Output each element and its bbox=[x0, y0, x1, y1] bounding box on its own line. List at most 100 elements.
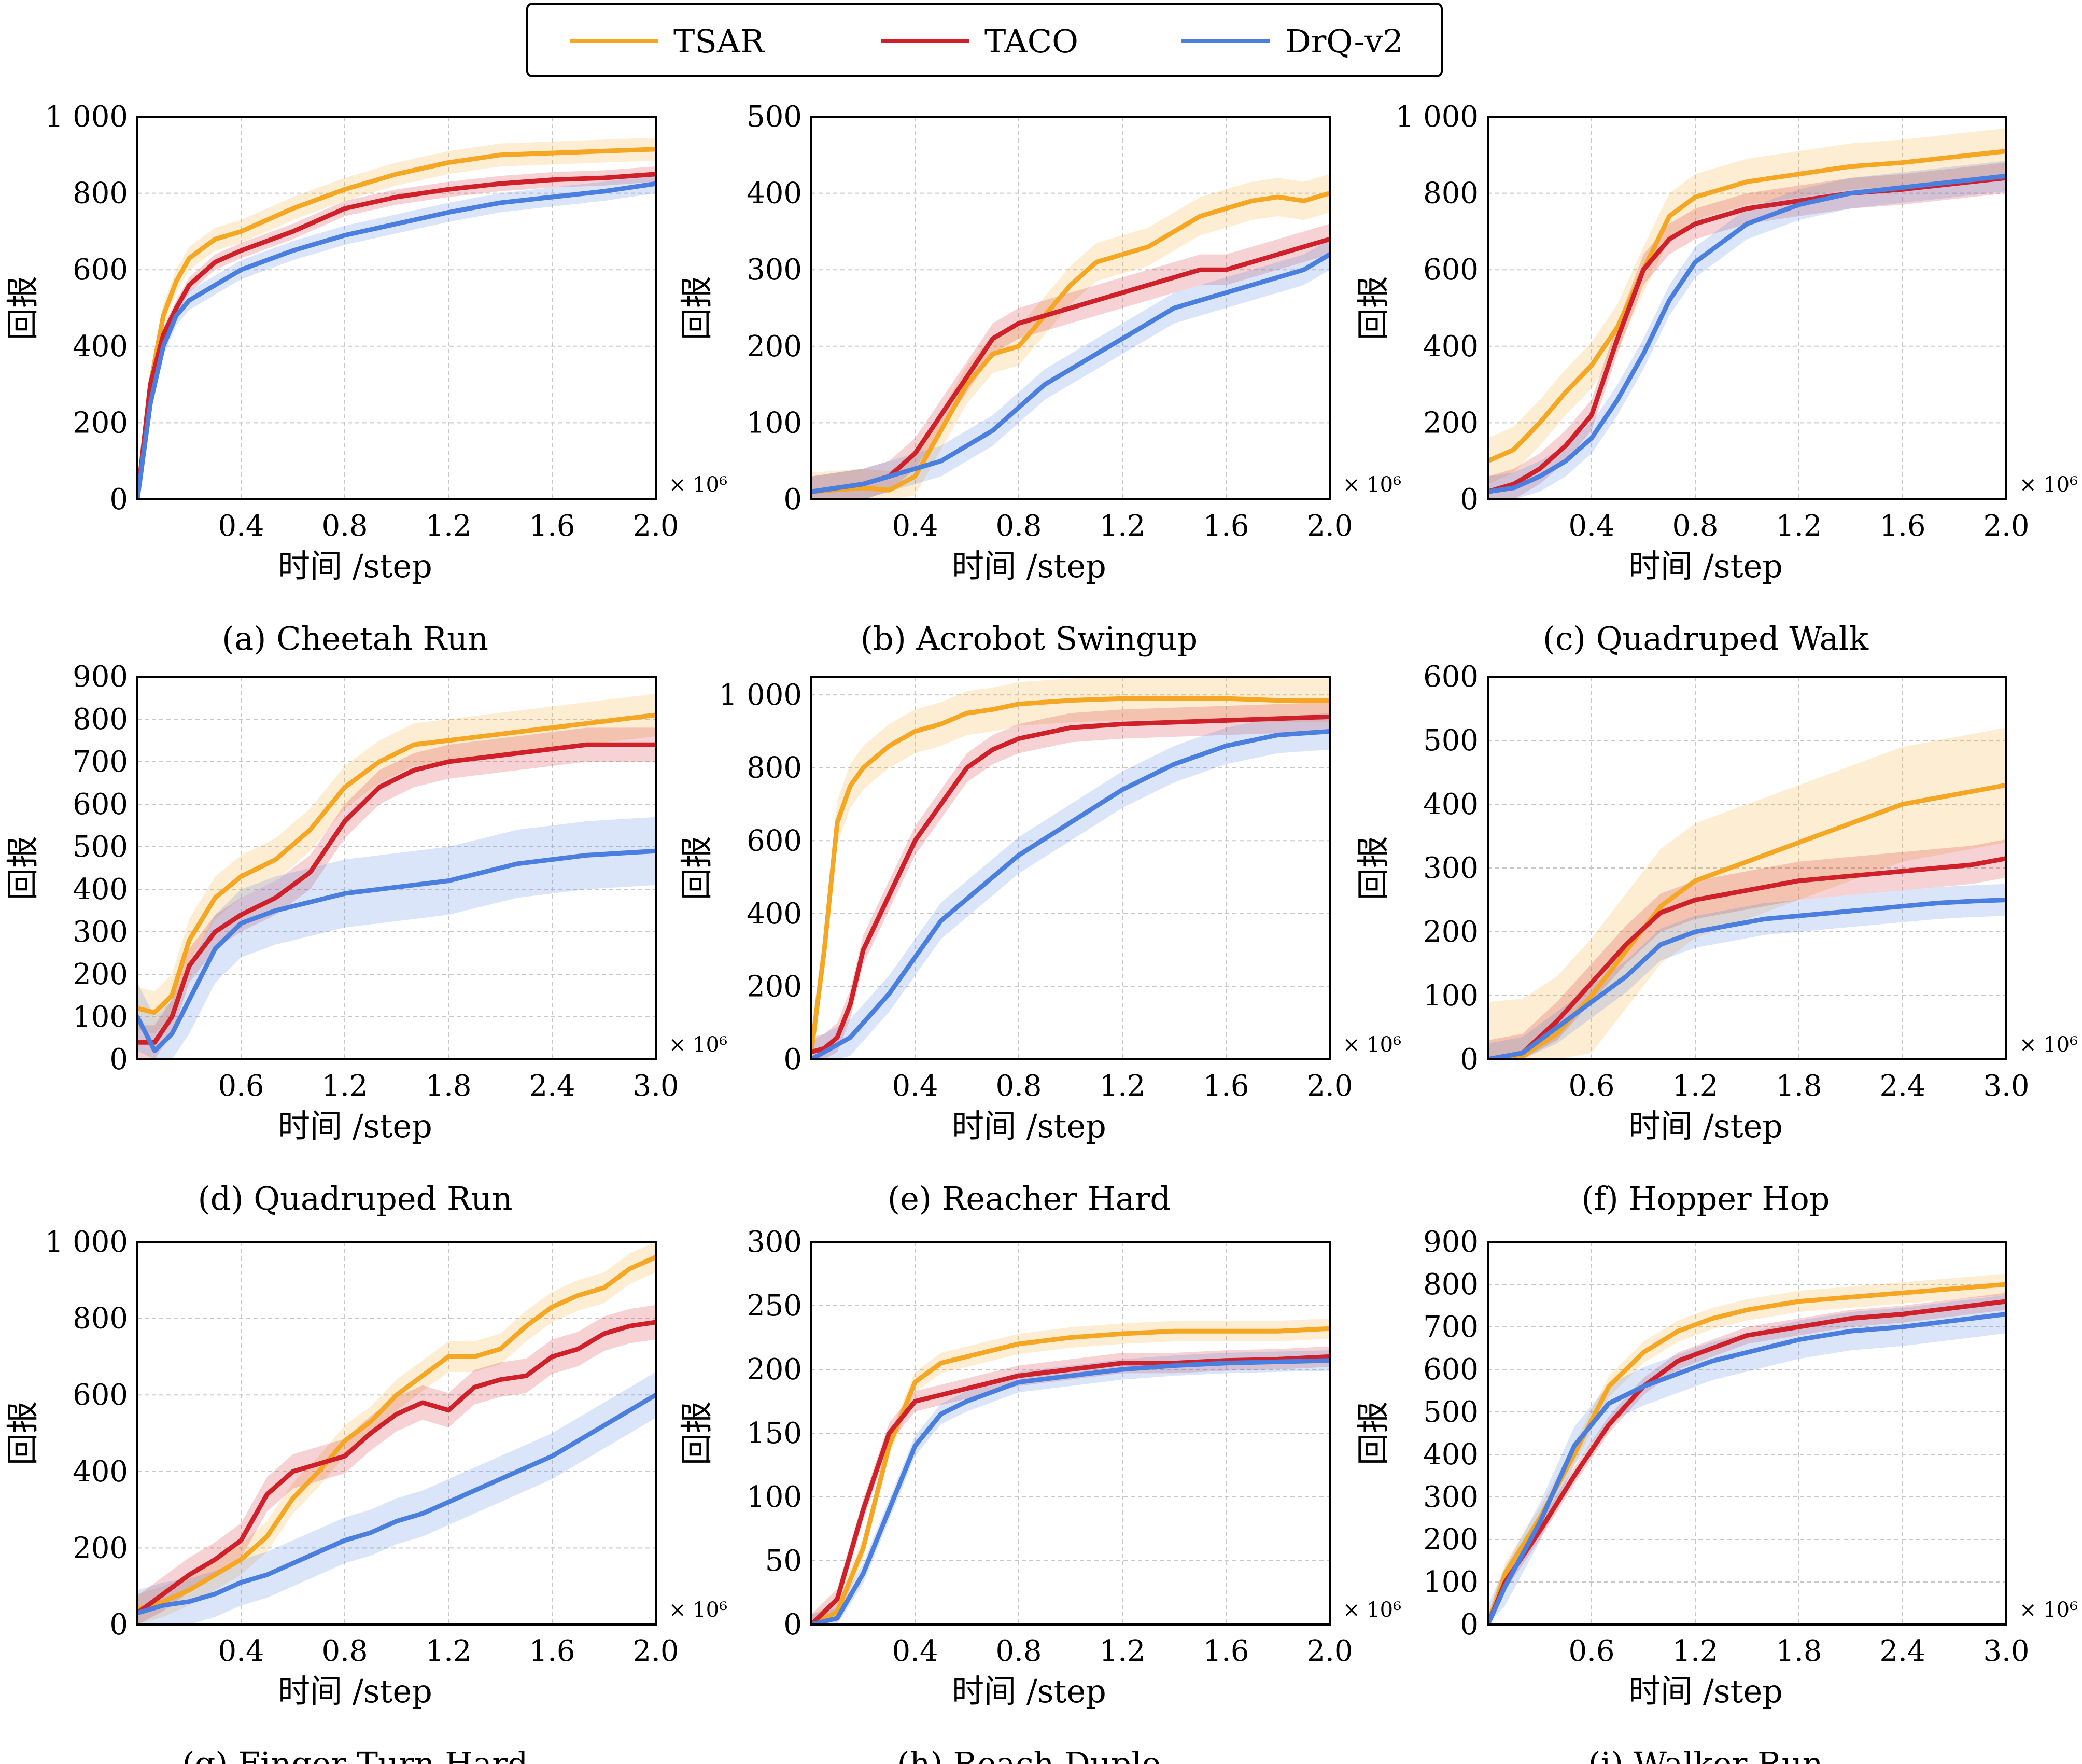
y-tick-label: 600 bbox=[1423, 660, 1479, 694]
series-band-taco bbox=[137, 1305, 656, 1625]
y-tick-label: 200 bbox=[747, 330, 802, 363]
x-tick-label: 0.4 bbox=[892, 1069, 938, 1103]
x-tick-label: 2.0 bbox=[632, 509, 679, 543]
x-multiplier: × 10⁶ bbox=[1343, 1033, 1401, 1057]
series-band-drq-v2 bbox=[1488, 1295, 2006, 1625]
legend-swatch-tsar bbox=[570, 39, 658, 43]
y-tick-label: 600 bbox=[73, 253, 128, 287]
y-tick-label: 0 bbox=[109, 483, 128, 516]
y-tick-label: 100 bbox=[747, 406, 802, 440]
series-line-tsar bbox=[137, 712, 656, 1015]
y-tick-label: 300 bbox=[73, 915, 128, 949]
x-tick-label: 0.8 bbox=[995, 1634, 1042, 1668]
y-tick-label: 400 bbox=[73, 1455, 128, 1489]
plot-area bbox=[811, 174, 1330, 499]
y-tick-label: 500 bbox=[1423, 1395, 1479, 1429]
y-axis-label: 回报 bbox=[678, 836, 715, 900]
x-tick-label: 1.2 bbox=[1099, 509, 1145, 543]
x-axis-label: 时间 /step bbox=[1628, 547, 1783, 585]
y-tick-label: 800 bbox=[747, 751, 802, 785]
x-tick-label: 1.2 bbox=[425, 1634, 471, 1668]
plot-frame bbox=[136, 676, 657, 1060]
series-line-taco bbox=[811, 236, 1330, 494]
y-tick-label: 100 bbox=[73, 1000, 128, 1034]
y-tick-label: 200 bbox=[73, 406, 128, 440]
x-tick-label: 0.6 bbox=[1568, 1069, 1614, 1103]
x-tick-label: 3.0 bbox=[1983, 1069, 2029, 1103]
plot-frame bbox=[810, 116, 1331, 500]
y-tick-label: 400 bbox=[73, 873, 128, 906]
y-tick-label: 200 bbox=[73, 958, 128, 991]
x-multiplier: × 10⁶ bbox=[1343, 1598, 1401, 1622]
chart-caption: (i) Walker Run bbox=[1588, 1745, 1823, 1764]
series-band-drq-v2 bbox=[137, 174, 656, 499]
y-tick-label: 1 000 bbox=[45, 100, 128, 134]
x-multiplier: × 10⁶ bbox=[2019, 473, 2078, 497]
x-tick-label: 0.4 bbox=[892, 509, 938, 543]
legend-swatch-taco bbox=[881, 39, 969, 43]
y-tick-label: 400 bbox=[747, 177, 802, 211]
plot-area bbox=[1488, 128, 2006, 499]
x-axis-label: 时间 /step bbox=[278, 1107, 432, 1145]
series-band-taco bbox=[811, 1346, 1330, 1625]
series-line-drq-v2 bbox=[137, 181, 656, 499]
y-tick-label: 600 bbox=[73, 788, 128, 821]
chart-0: 0.4 0.8 1.2 1.6 2.0 0 200 400 600 800 1 000 × 10⁶ 时间… bbox=[4, 100, 727, 657]
series-band-taco bbox=[811, 223, 1330, 499]
x-tick-label: 0.4 bbox=[1568, 509, 1614, 543]
x-multiplier: × 10⁶ bbox=[669, 1033, 727, 1057]
y-tick-label: 0 bbox=[109, 1608, 128, 1642]
y-tick-label: 200 bbox=[1423, 406, 1479, 440]
chart-7: 0.4 0.8 1.2 1.6 2.0 0 50 100 150 200 250 300 × 10⁶ 时间… bbox=[678, 1225, 1401, 1764]
x-axis-label: 时间 /step bbox=[952, 1107, 1106, 1145]
chart-3: 0.6 1.2 1.8 2.4 3.0 0 100 200 300 400 500 600 700 800… bbox=[4, 660, 727, 1217]
series-band-taco bbox=[137, 727, 656, 1059]
chart-8: 0.6 1.2 1.8 2.4 3.0 0 100 200 300 400 500 600 700 800… bbox=[1354, 1225, 2078, 1764]
series-band-drq-v2 bbox=[1488, 160, 2006, 499]
y-tick-label: 400 bbox=[747, 897, 802, 931]
x-tick-label: 0.4 bbox=[218, 509, 264, 543]
x-tick-label: 2.0 bbox=[1306, 1634, 1353, 1668]
y-axis-label: 回报 bbox=[1354, 276, 1392, 340]
series-band-taco bbox=[811, 702, 1330, 1059]
series-band-tsar bbox=[137, 137, 656, 499]
y-axis-label: 回报 bbox=[1354, 1401, 1392, 1465]
x-tick-label: 0.8 bbox=[321, 1634, 368, 1668]
chart-caption: (b) Acrobot Swingup bbox=[861, 620, 1198, 657]
y-tick-label: 800 bbox=[73, 177, 128, 211]
series-line-taco bbox=[811, 714, 1330, 1055]
y-tick-label: 500 bbox=[73, 830, 128, 864]
series-band-tsar bbox=[137, 1242, 656, 1625]
x-tick-label: 1.6 bbox=[1879, 509, 1925, 543]
y-axis-label: 回报 bbox=[4, 276, 41, 340]
x-tick-label: 2.0 bbox=[632, 1634, 679, 1668]
x-axis-label: 时间 /step bbox=[952, 1672, 1106, 1710]
x-tick-label: 0.6 bbox=[1568, 1634, 1614, 1668]
y-tick-label: 300 bbox=[1423, 851, 1479, 885]
x-tick-label: 0.8 bbox=[1672, 509, 1718, 543]
series-band-drq-v2 bbox=[137, 817, 656, 1059]
x-tick-label: 1.6 bbox=[1203, 509, 1249, 543]
y-tick-label: 400 bbox=[1423, 788, 1479, 821]
x-tick-label: 2.0 bbox=[1306, 509, 1353, 543]
plot-frame bbox=[1487, 116, 2007, 500]
x-tick-label: 1.8 bbox=[1776, 1634, 1822, 1668]
series-line-drq-v2 bbox=[137, 1392, 656, 1616]
series-line-tsar bbox=[1488, 148, 2006, 464]
legend-item-tsar: TSAR bbox=[570, 20, 764, 62]
series-line-drq-v2 bbox=[1488, 173, 2006, 494]
series-band-drq-v2 bbox=[811, 1350, 1330, 1625]
y-tick-label: 400 bbox=[1423, 330, 1479, 363]
series-line-drq-v2 bbox=[811, 729, 1330, 1059]
plot-area bbox=[1488, 727, 2006, 1059]
y-tick-label: 200 bbox=[1423, 915, 1479, 949]
chart-6: 0.4 0.8 1.2 1.6 2.0 0 200 400 600 800 1 000 × 10⁶ 时间… bbox=[4, 1225, 727, 1764]
x-tick-label: 1.2 bbox=[321, 1069, 368, 1103]
y-tick-label: 0 bbox=[1460, 1043, 1479, 1076]
y-tick-label: 400 bbox=[1423, 1438, 1479, 1472]
chart-4: 0.4 0.8 1.2 1.6 2.0 0 200 400 600 800 1 000 × 10⁶ 时间… bbox=[678, 676, 1401, 1217]
y-tick-label: 300 bbox=[1423, 1480, 1479, 1514]
x-tick-label: 0.8 bbox=[321, 509, 368, 543]
